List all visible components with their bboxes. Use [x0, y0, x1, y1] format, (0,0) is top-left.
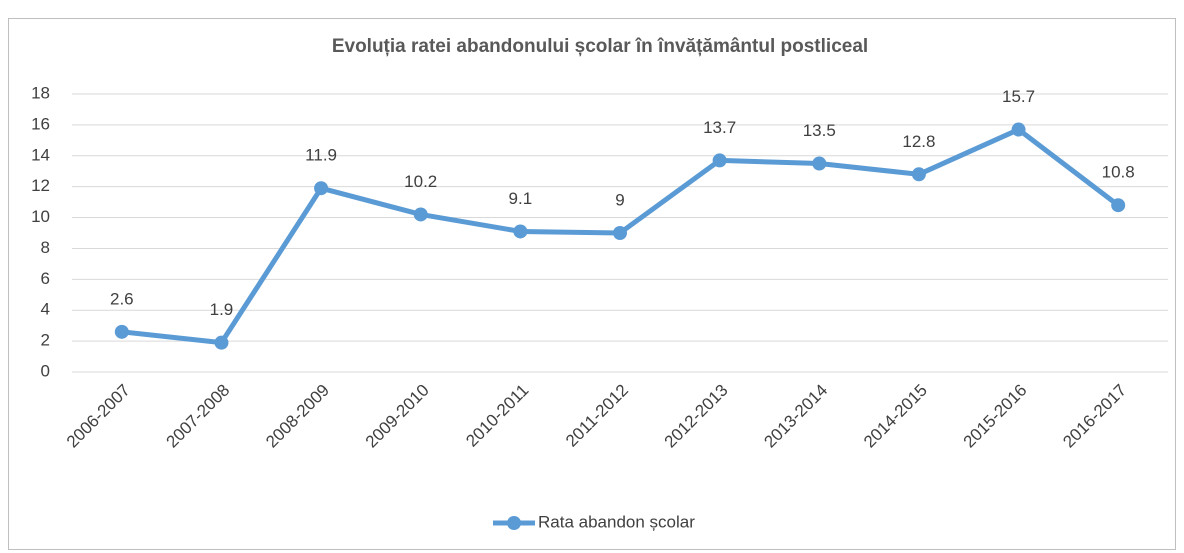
y-tick-label: 12 [31, 176, 50, 195]
data-point [513, 224, 528, 239]
data-label: 2.6 [110, 289, 134, 308]
legend-label: Rata abandon școlar [538, 512, 695, 531]
data-point [911, 167, 926, 182]
y-tick-label: 18 [31, 83, 50, 102]
data-label: 9 [615, 190, 624, 209]
data-label: 13.7 [703, 118, 736, 137]
y-tick-label: 10 [31, 207, 50, 226]
data-label: 1.9 [210, 300, 234, 319]
data-label: 11.9 [305, 146, 337, 165]
data-point [214, 335, 229, 350]
data-point [114, 324, 129, 339]
data-point [812, 156, 827, 171]
data-label: 9.1 [509, 189, 533, 208]
data-point [314, 181, 329, 196]
y-tick-label: 14 [31, 145, 50, 164]
data-point [413, 207, 428, 222]
data-label: 15.7 [1002, 87, 1035, 106]
data-label: 10.8 [1102, 163, 1135, 182]
chart-border [8, 18, 1176, 550]
data-point [1011, 122, 1026, 137]
y-tick-label: 16 [31, 114, 50, 133]
y-tick-label: 2 [41, 331, 50, 350]
data-point [712, 153, 727, 168]
y-tick-label: 6 [41, 269, 50, 288]
y-tick-label: 8 [41, 238, 50, 257]
chart-title: Evoluția ratei abandonului școlar în înv… [332, 36, 868, 57]
y-tick-label: 4 [41, 300, 50, 319]
data-label: 12.8 [902, 132, 935, 151]
y-tick-label: 0 [41, 361, 50, 380]
data-label: 13.5 [803, 121, 836, 140]
legend-marker [507, 516, 521, 530]
data-point [613, 226, 627, 240]
data-label: 10.2 [404, 172, 437, 191]
data-point [1111, 198, 1126, 213]
